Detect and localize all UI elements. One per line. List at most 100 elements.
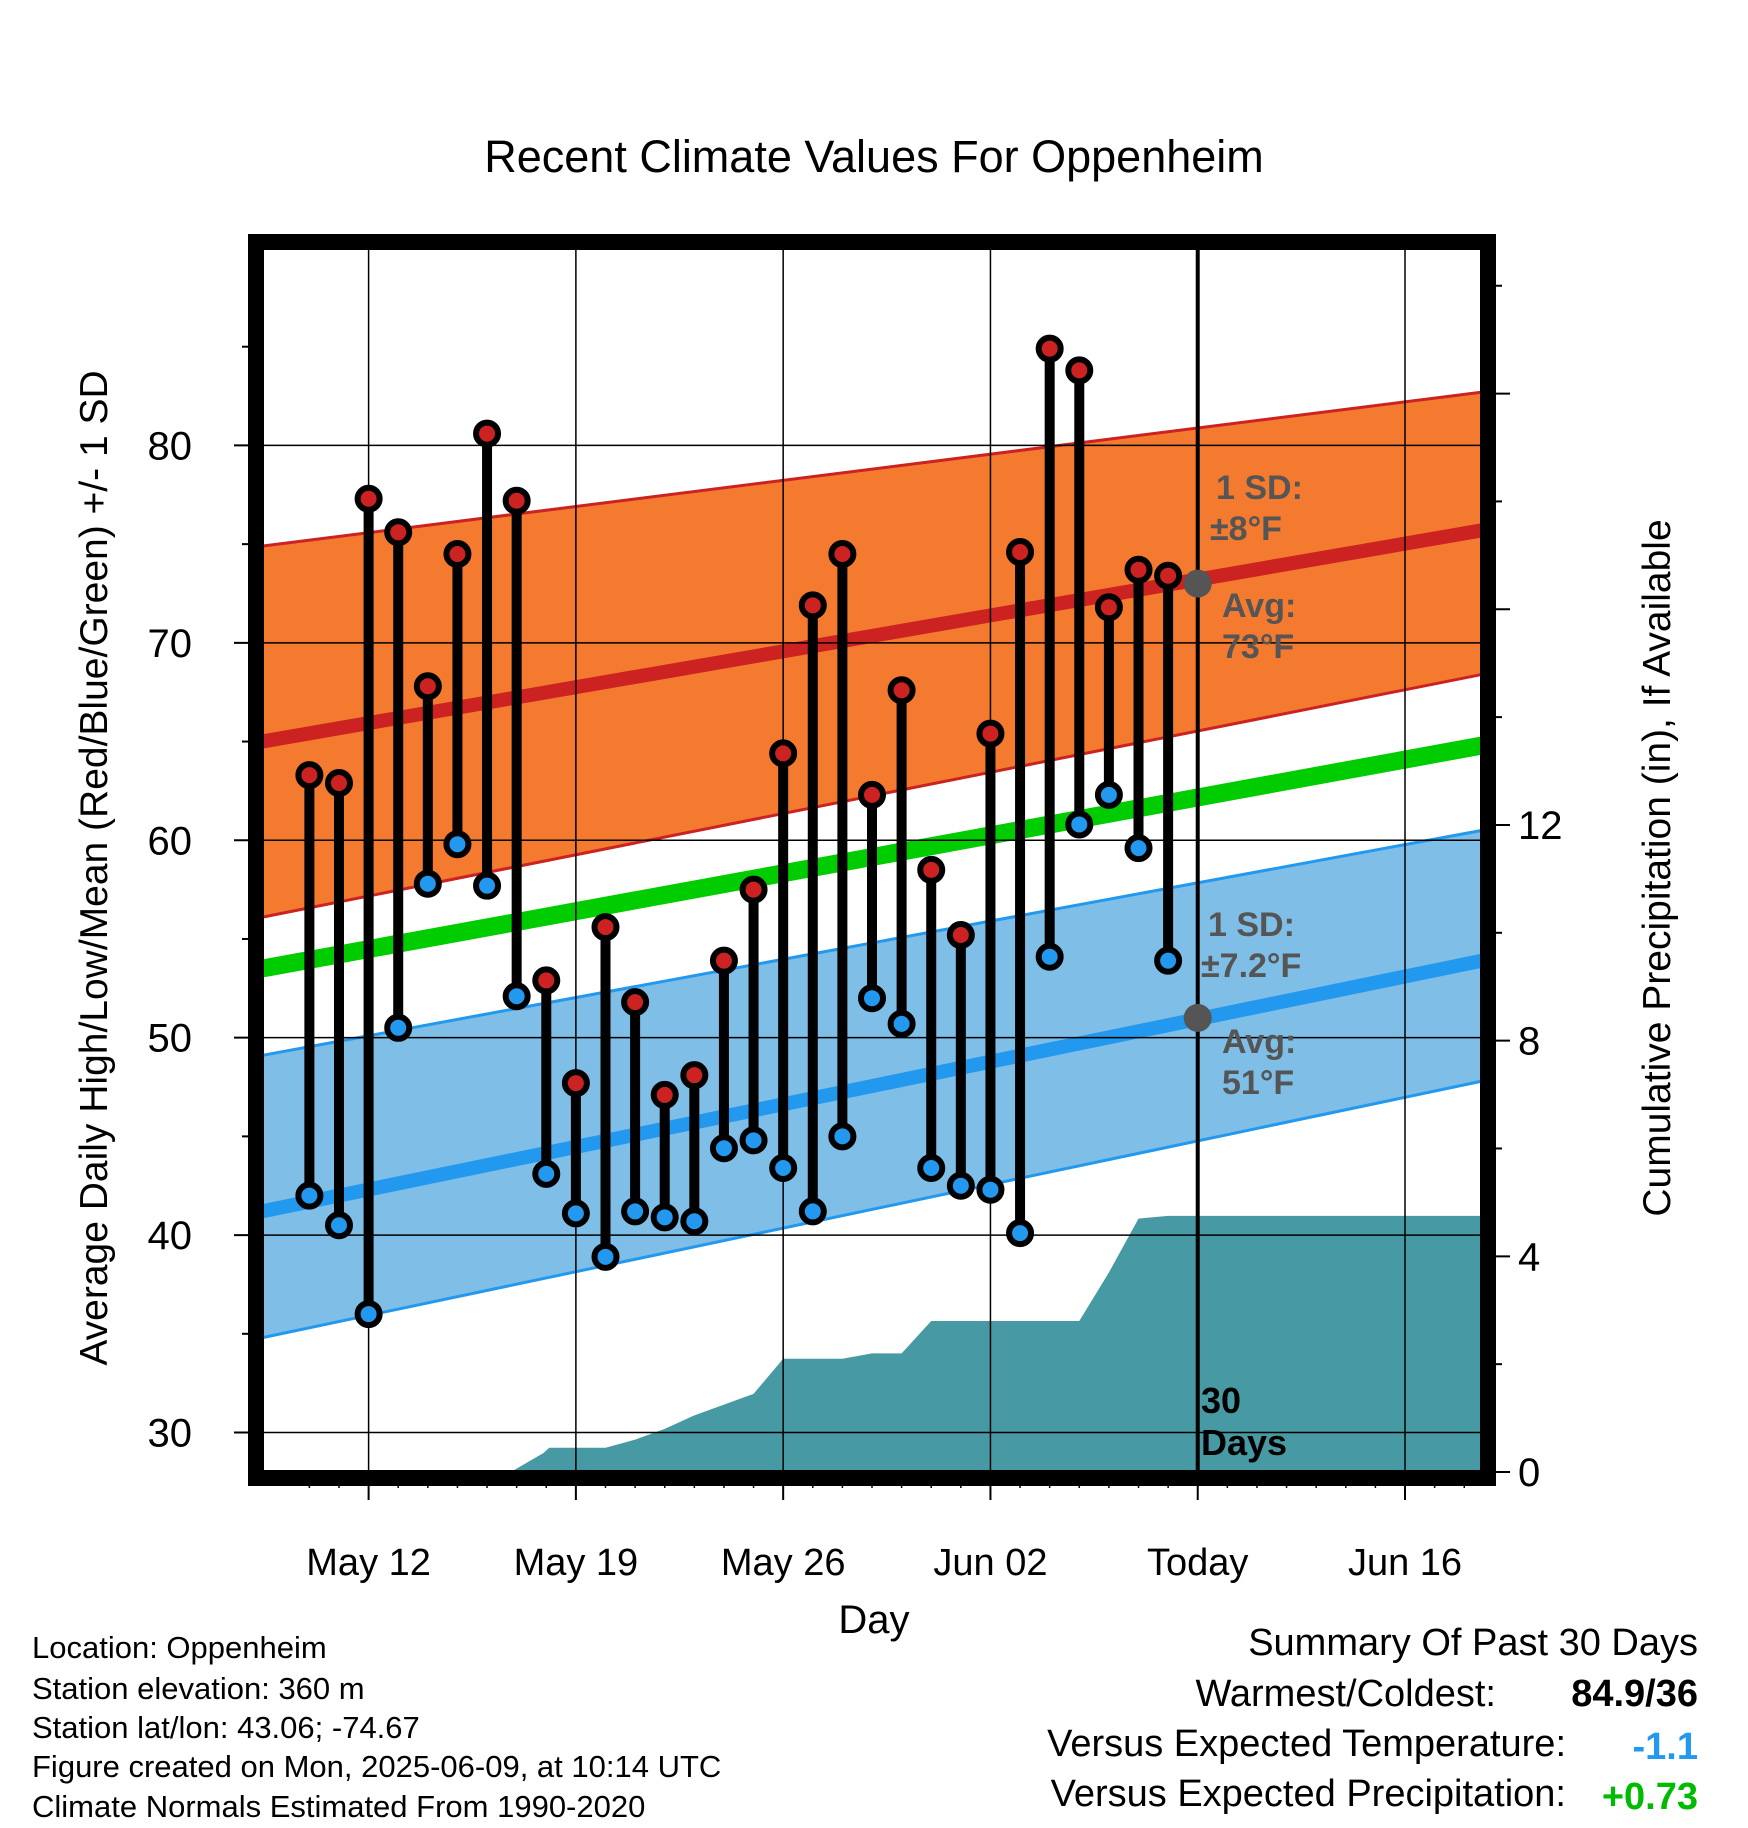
chart-title: Recent Climate Values For Oppenheim [484,131,1264,182]
daily-low-point [384,1013,413,1042]
daily-low-point [502,982,531,1011]
footer-normals: Climate Normals Estimated From 1990-2020 [32,1789,646,1824]
daily-low-point [1065,810,1094,839]
x-tick-label: May 19 [514,1542,639,1584]
daily-high-point [561,1069,590,1098]
daily-high-point [1035,334,1064,363]
y2-tick-label: 4 [1518,1235,1540,1279]
summary-precip-value: +0.73 [1601,1776,1698,1818]
daily-high-point [532,966,561,995]
daily-high-point [473,419,502,448]
summary-temp-label: Versus Expected Temperature: [1047,1723,1566,1765]
high-sd-label: 1 SD: [1216,469,1303,507]
days-label-number: 30 [1201,1380,1241,1421]
y-tick-label: 30 [148,1412,193,1456]
daily-low-point [413,869,442,898]
daily-low-point [739,1126,768,1155]
daily-low-point [858,984,886,1013]
daily-high-point [946,921,975,950]
daily-high-point [354,484,383,513]
y-tick-label: 50 [148,1017,193,1061]
daily-high-point [1124,555,1153,584]
x-tick-label: Today [1147,1542,1248,1584]
daily-low-point [295,1181,324,1210]
daily-low-point [828,1122,857,1151]
low-avg-value: 51°F [1222,1064,1294,1102]
summary-title: Summary Of Past 30 Days [1248,1622,1698,1664]
daily-high-point [1154,561,1183,590]
summary-warmest-label: Warmest/Coldest: [1195,1673,1496,1715]
daily-low-point [1154,946,1183,975]
y2-tick-label: 12 [1518,804,1563,848]
summary-warmest-value: 84.9/36 [1571,1673,1698,1715]
daily-low-point [1035,942,1064,971]
summary-precip-label: Versus Expected Precipitation: [1050,1773,1566,1815]
daily-high-point [769,739,798,768]
daily-high-point [591,913,620,942]
daily-low-point [917,1153,946,1182]
high-sd-band [262,392,1482,918]
daily-high-point [739,875,768,904]
daily-high-point [798,591,827,620]
y2-axis-label: Cumulative Precipitation (in), If Availa… [1636,519,1679,1216]
daily-low-point [324,1211,353,1240]
daily-low-point [650,1203,679,1232]
daily-high-point [917,855,946,884]
footer-elevation: Station elevation: 360 m [32,1671,365,1706]
y-tick-label: 80 [148,424,193,468]
plot-frame [248,234,1496,1486]
precip-cumulative-area [262,1215,1482,1472]
daily-low-point [1094,780,1123,809]
daily-high-point [1006,538,1035,567]
days-label-text: Days [1201,1422,1287,1463]
daily-low-point [946,1171,975,1200]
x-tick-label: Jun 02 [933,1542,1047,1584]
daily-low-point [976,1175,1005,1204]
daily-high-point [413,672,442,701]
daily-low-point [621,1197,650,1226]
daily-high-point [443,540,472,568]
daily-high-point [1065,356,1094,385]
normal-low-line [260,953,1484,1219]
today-avg-low-marker [1183,1003,1212,1032]
low-avg-label: Avg: [1222,1023,1296,1061]
daily-low-point [354,1300,383,1329]
daily-low-point [591,1242,620,1271]
high-avg-value: 73°F [1222,628,1294,666]
daily-high-point [709,946,738,975]
daily-low-point [769,1153,798,1182]
daily-high-point [621,988,650,1017]
y-axis-label: Average Daily High/Low/Mean (Red/Blue/Gr… [73,370,116,1365]
high-sd-value: ±8°F [1210,510,1282,548]
daily-low-point [709,1134,738,1163]
daily-low-point [1124,834,1153,863]
normal-high-line [260,523,1484,749]
y2-tick-label: 8 [1518,1020,1540,1064]
daily-high-point [858,780,886,809]
daily-low-point [532,1159,561,1188]
daily-high-point [887,676,916,705]
y-tick-label: 40 [148,1214,193,1258]
daily-high-point [650,1080,679,1109]
x-axis-label: Day [838,1598,909,1642]
footer-location: Location: Oppenheim [32,1630,327,1665]
daily-low-point [887,1009,916,1038]
daily-low-point [680,1207,709,1236]
daily-low-point [798,1197,827,1226]
daily-high-point [680,1061,709,1090]
x-tick-label: May 26 [721,1542,846,1584]
daily-low-point [561,1199,590,1228]
today-avg-high-marker [1183,569,1212,598]
daily-low-point [1006,1219,1035,1248]
daily-high-point [976,719,1005,748]
summary-temp-value: -1.1 [1632,1726,1698,1768]
high-avg-label: Avg: [1222,587,1296,625]
daily-low-point [443,830,472,859]
daily-low-point [473,871,502,900]
daily-high-point [295,761,324,790]
daily-high-point [502,486,531,515]
y-tick-label: 60 [148,819,193,863]
x-tick-label: Jun 16 [1348,1542,1462,1584]
